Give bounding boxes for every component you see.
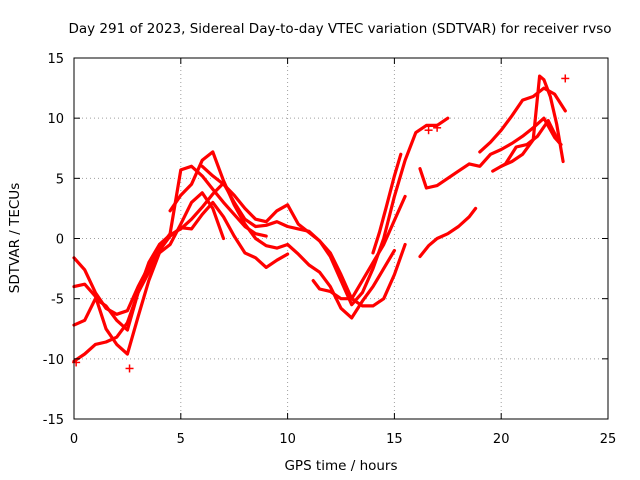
series-track-8 (371, 152, 403, 255)
y-tick-label: -10 (43, 353, 64, 368)
x-tick-label: 10 (279, 432, 296, 447)
grid-lines (74, 58, 608, 419)
y-tick-label: 15 (47, 52, 64, 67)
y-tick-label: 5 (56, 172, 64, 187)
x-tick-label: 5 (177, 432, 185, 447)
plus-marker (433, 123, 442, 132)
chart-title: Day 291 of 2023, Sidereal Day-to-day VTE… (68, 21, 611, 37)
plus-marker (125, 364, 134, 373)
x-tick-label: 15 (386, 432, 403, 447)
data-series (72, 74, 567, 363)
series-track-7 (311, 194, 407, 301)
x-tick-label: 20 (493, 432, 510, 447)
plus-marker (72, 358, 81, 367)
axis-ticks (73, 57, 609, 420)
x-tick-label: 0 (70, 432, 78, 447)
series-track-6 (200, 164, 407, 308)
series-track-9 (418, 116, 563, 190)
series-track-12 (499, 74, 565, 168)
x-tick-label: 25 (600, 432, 617, 447)
y-tick-label: 10 (47, 112, 64, 127)
series-track-5 (168, 150, 396, 320)
y-tick-label: -5 (51, 293, 64, 308)
x-tick-labels: 0 5 10 15 20 25 (70, 432, 616, 447)
series-track-11 (478, 86, 567, 154)
y-tick-label: -15 (43, 413, 64, 428)
series-track-4 (72, 164, 268, 316)
plus-marker (424, 126, 433, 135)
y-tick-label: 0 (56, 233, 64, 248)
y-tick-labels: -15 -10 -5 0 5 10 15 (43, 52, 64, 428)
plus-marker (561, 74, 570, 83)
data-points (72, 74, 570, 373)
x-axis-label: GPS time / hours (284, 458, 397, 474)
y-axis-label: SDTVAR / TECUs (7, 183, 23, 293)
series-track-3 (72, 191, 226, 356)
series-track-10 (418, 206, 478, 259)
series-track-13 (491, 119, 561, 173)
